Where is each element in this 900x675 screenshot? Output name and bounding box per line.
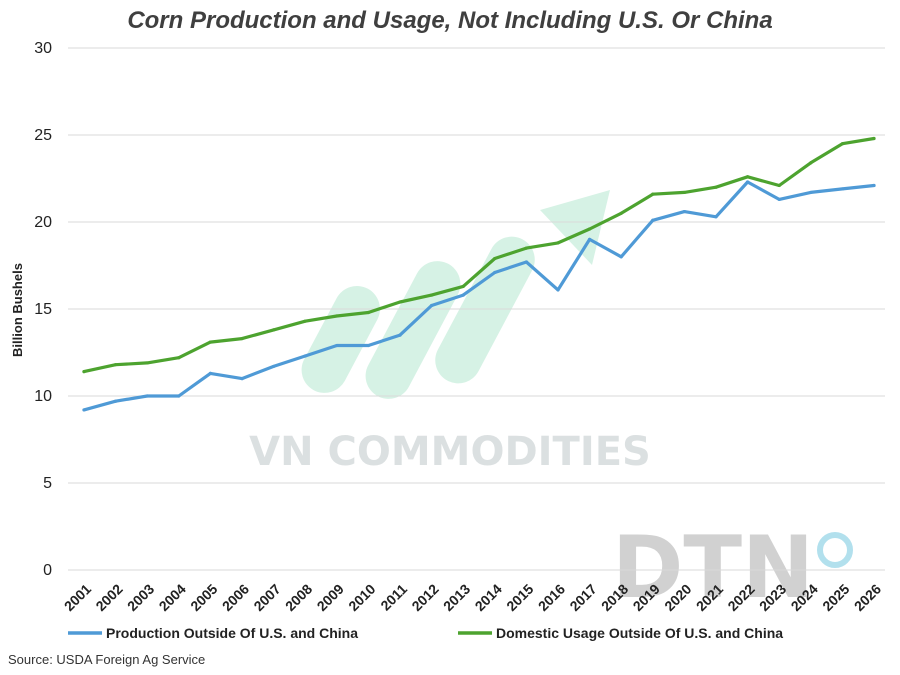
series-1-point: [335, 343, 339, 348]
legend: Production Outside Of U.S. and China Dome…: [68, 625, 783, 641]
series-1-point: [82, 408, 86, 412]
series-2-point: [303, 319, 307, 323]
x-tick-label: 2005: [187, 581, 220, 614]
x-tick-label: 2012: [408, 581, 441, 614]
svg-text:DTN: DTN: [612, 518, 814, 618]
series-1-point: [114, 399, 118, 403]
series-2-point: [619, 211, 623, 215]
y-tick-label: 5: [43, 475, 52, 492]
series-1-point: [619, 255, 623, 259]
series-lines: [82, 136, 876, 412]
y-tick-label: 0: [43, 562, 52, 579]
series-2-point: [461, 284, 465, 288]
series-1-point: [493, 270, 497, 275]
series-2-point: [398, 300, 402, 304]
grid: [68, 47, 885, 571]
series-1-point: [272, 364, 276, 369]
y-axis-label: Billion Bushels: [10, 263, 25, 357]
x-tick-label: 2011: [377, 581, 410, 614]
series-line-1: [82, 180, 876, 412]
series-1-point: [145, 394, 149, 398]
series-2-point: [177, 356, 181, 360]
x-tick-label: 2013: [440, 581, 473, 614]
source-note: Source: USDA Foreign Ag Service: [8, 652, 205, 667]
chart-title: Corn Production and Usage, Not Including…: [127, 7, 772, 34]
series-1-point: [524, 260, 529, 264]
series-1-point: [651, 218, 655, 222]
series-2-point: [493, 256, 497, 261]
series-line-2: [82, 136, 876, 374]
series-2-point: [809, 161, 813, 165]
y-tick-label: 15: [34, 301, 52, 318]
y-tick-label: 10: [34, 388, 52, 405]
series-1-point: [177, 394, 181, 398]
x-tick-label: 2016: [535, 581, 568, 614]
series-2-point: [82, 370, 86, 374]
x-tick-label: 2009: [314, 581, 347, 614]
series-2-point: [208, 340, 212, 344]
legend-label: Production Outside Of U.S. and China: [106, 625, 358, 641]
y-axis-ticks: 0 5 10 15 20 25 30: [34, 40, 52, 579]
series-1-point: [872, 183, 876, 188]
series-1-point: [777, 197, 781, 201]
series-2-point: [556, 241, 560, 245]
x-tick-label: 2017: [566, 581, 599, 614]
x-tick-label: 2025: [819, 581, 852, 614]
series-2-point: [588, 227, 592, 231]
series-1-point: [588, 237, 592, 241]
series-1-point: [398, 333, 402, 337]
series-1-point: [556, 288, 560, 292]
series-2-point: [714, 185, 718, 189]
x-tick-label: 2001: [61, 581, 94, 614]
y-tick-label: 30: [34, 40, 52, 57]
series-2-point: [366, 310, 370, 315]
series-2-point: [272, 328, 276, 332]
y-tick-label: 25: [34, 127, 52, 144]
watermark-text: VN COMMODITIES: [249, 429, 651, 475]
series-2-point: [430, 293, 434, 297]
logo-ring-icon: [817, 532, 853, 568]
series-2-point: [114, 363, 118, 367]
legend-label: Domestic Usage Outside Of U.S. and China: [496, 625, 783, 641]
x-tick-label: 2003: [124, 581, 157, 614]
x-tick-label: 2007: [250, 581, 283, 614]
series-1-point: [840, 187, 845, 191]
series-1-point: [366, 343, 370, 348]
series-1-point: [208, 371, 212, 375]
series-2-point: [746, 175, 750, 179]
x-tick-label: 2002: [92, 581, 125, 614]
series-2-point: [240, 336, 244, 341]
series-1-point: [461, 293, 465, 297]
dtn-logo: DTN: [612, 518, 853, 618]
series-1-point: [746, 180, 750, 184]
x-tick-label: 2014: [472, 581, 505, 614]
series-2-point: [682, 190, 687, 195]
series-1-point: [303, 354, 307, 358]
x-tick-label: 2010: [345, 581, 378, 614]
x-tick-label: 2004: [156, 581, 189, 614]
series-1-point: [714, 215, 718, 219]
series-1-point: [809, 190, 813, 195]
series-2-point: [335, 314, 339, 318]
series-2-point: [524, 246, 529, 250]
series-2-point: [872, 136, 876, 141]
x-tick-label: 2008: [282, 581, 315, 614]
series-2-point: [145, 361, 149, 365]
x-tick-label: 2026: [851, 581, 884, 614]
series-1-point: [430, 303, 434, 308]
series-2-point: [651, 192, 655, 196]
series-1-point: [682, 209, 687, 214]
series-2-point: [777, 183, 781, 188]
series-2-point: [840, 142, 845, 146]
series-1-point: [240, 377, 244, 381]
x-tick-label: 2015: [503, 581, 536, 614]
x-tick-label: 2006: [219, 581, 252, 614]
y-tick-label: 20: [34, 214, 52, 231]
